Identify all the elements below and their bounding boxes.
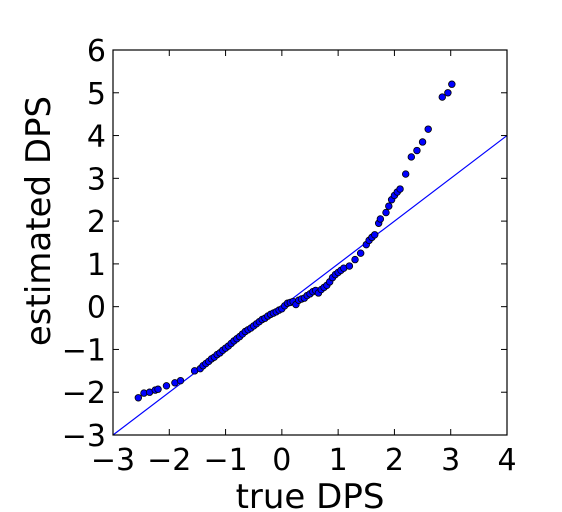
reference-line xyxy=(112,135,508,436)
x-tick-label: 3 xyxy=(441,443,460,478)
data-point xyxy=(382,208,390,217)
y-tick-label: −3 xyxy=(62,419,106,454)
x-tick-label: −1 xyxy=(203,443,247,478)
y-tick-label: 4 xyxy=(87,120,106,155)
data-point xyxy=(385,202,393,210)
data-point xyxy=(396,185,404,193)
x-tick-label: 2 xyxy=(385,443,404,478)
y-tick-label: 1 xyxy=(87,248,106,283)
axis-ticks: −3 −2 −1 0 1 2 3 4 −3 −2 −1 0 1 2 3 4 5 6 xyxy=(62,34,517,478)
data-point xyxy=(407,153,416,161)
y-tick-label: 2 xyxy=(87,205,106,240)
y-tick-label: −1 xyxy=(62,333,106,368)
x-tick-label: −3 xyxy=(91,443,135,478)
data-point xyxy=(134,394,143,402)
data-point xyxy=(154,385,162,393)
data-point xyxy=(401,170,410,178)
data-point xyxy=(176,376,185,385)
x-tick-label: 0 xyxy=(272,443,291,478)
y-tick-label: 3 xyxy=(87,162,106,197)
data-point xyxy=(162,382,171,390)
plot-area xyxy=(112,80,508,436)
data-point xyxy=(371,231,379,239)
data-point xyxy=(448,80,456,88)
data-point xyxy=(438,93,446,101)
x-axis-label: true DPS xyxy=(236,477,385,512)
data-point xyxy=(376,215,385,223)
y-tick-label: −2 xyxy=(62,376,106,411)
data-point xyxy=(424,125,432,133)
plot-frame xyxy=(112,49,508,436)
y-tick-label: 6 xyxy=(87,34,106,69)
y-tick-label: 0 xyxy=(87,291,106,326)
data-point xyxy=(413,146,421,155)
x-tick-label: −2 xyxy=(147,443,191,478)
data-point xyxy=(444,89,452,97)
y-tick-label: 5 xyxy=(87,77,106,112)
data-point xyxy=(418,138,427,146)
x-tick-label: 4 xyxy=(497,443,516,478)
x-tick-label: 1 xyxy=(329,443,348,478)
data-point xyxy=(356,249,365,257)
y-axis-label: estimated DPS xyxy=(19,96,59,346)
data-point xyxy=(345,262,354,270)
data-point xyxy=(351,255,359,264)
